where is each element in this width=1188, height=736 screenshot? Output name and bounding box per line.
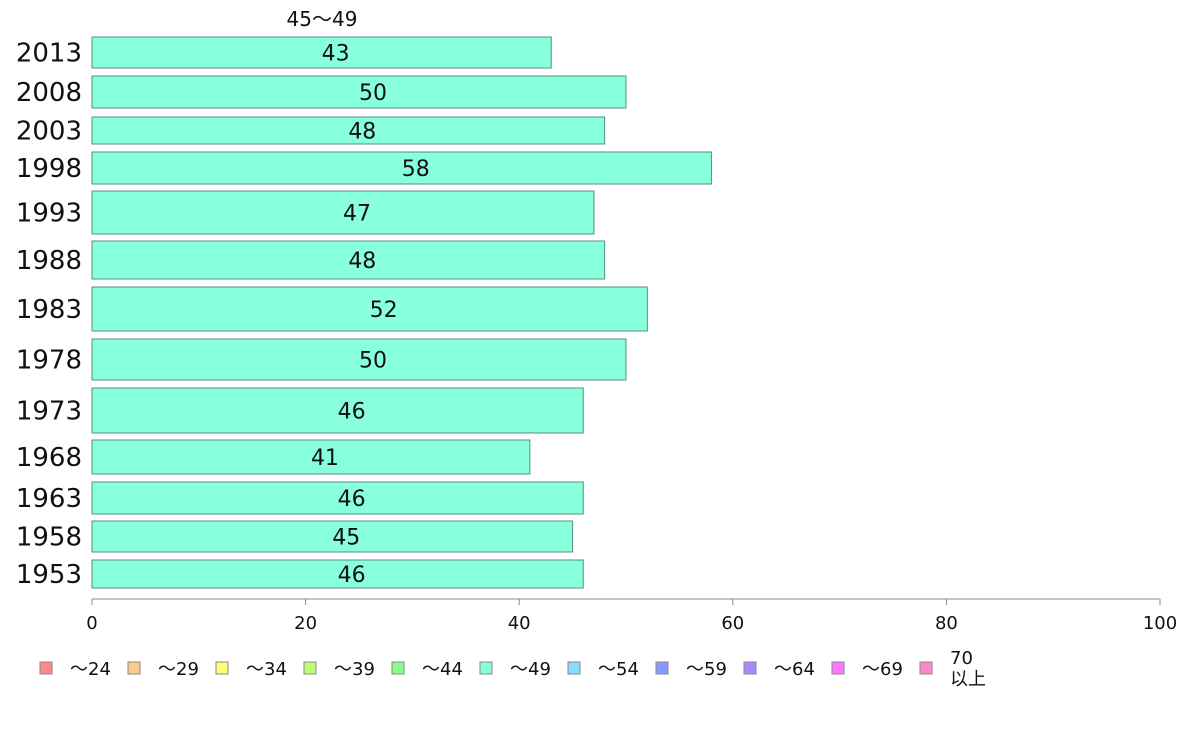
data-label: 48: [348, 120, 376, 145]
legend-swatch: [215, 661, 229, 675]
bars-group: 2013 43 2008 50 2003 48 1998 58 1993 47 1988 48 1983…: [16, 36, 712, 590]
legend-swatch: [127, 661, 141, 675]
category-label: 1953: [16, 560, 82, 590]
legend-item: 〜29: [127, 659, 199, 680]
bar-row: 2013 43: [16, 36, 552, 69]
data-label: 45: [332, 526, 360, 551]
data-label: 58: [402, 157, 430, 182]
x-tick-label: 0: [86, 613, 97, 634]
legend-swatch: [39, 661, 53, 675]
bar: [91, 75, 627, 109]
legend-item: 〜39: [303, 659, 375, 680]
legend-item: 〜49: [479, 659, 551, 680]
legend-label: 〜39: [334, 659, 375, 680]
x-tick-label: 20: [294, 613, 317, 634]
data-label: 47: [343, 202, 371, 227]
bar-row: 1953 46: [16, 559, 584, 590]
legend-swatch: [479, 661, 493, 675]
category-label: 1983: [16, 295, 82, 325]
bar-row: 1998 58: [16, 151, 712, 185]
bar-row: 1988 48: [16, 240, 606, 280]
bar: [91, 520, 574, 553]
bar: [91, 240, 606, 280]
category-label: 1973: [16, 397, 82, 427]
legend-swatch: [391, 661, 405, 675]
bar: [91, 36, 552, 69]
data-label: 50: [359, 81, 387, 106]
legend-label: 〜44: [422, 659, 463, 680]
legend-item: 〜64: [743, 659, 815, 680]
bar-row: 1958 45: [16, 520, 574, 553]
data-label: 48: [348, 249, 376, 274]
legend: 〜24 〜29 〜34 〜39 〜44 〜49 〜54 〜59 〜64 〜69 70 以上: [39, 648, 986, 690]
legend-swatch: [655, 661, 669, 675]
bar: [91, 190, 595, 235]
legend-label: 〜34: [246, 659, 287, 680]
legend-swatch: [831, 661, 845, 675]
legend-label: 〜54: [598, 659, 639, 680]
category-label: 2003: [16, 117, 82, 147]
x-tick-label: 60: [721, 613, 744, 634]
data-label: 46: [338, 400, 366, 425]
legend-item: 〜54: [567, 659, 639, 680]
bar: [91, 387, 584, 434]
legend-label: 〜29: [158, 659, 199, 680]
series-header-label: 45〜49: [287, 7, 358, 31]
x-tick-label: 40: [508, 613, 531, 634]
legend-swatch: [303, 661, 317, 675]
bar-row: 1963 46: [16, 481, 584, 515]
category-label: 1978: [16, 346, 82, 376]
bar-row: 1993 47: [16, 190, 595, 235]
category-label: 1998: [16, 154, 82, 184]
data-label: 43: [322, 42, 350, 67]
legend-item: 〜69: [831, 659, 903, 680]
legend-swatch: [919, 661, 933, 675]
data-label: 50: [359, 349, 387, 374]
data-label: 52: [370, 298, 398, 323]
legend-label: 〜64: [774, 659, 815, 680]
bar-row: 1973 46: [16, 387, 584, 434]
legend-swatch: [743, 661, 757, 675]
bar: [91, 151, 712, 185]
bar-row: 1978 50: [16, 338, 627, 381]
legend-item: 70 以上: [919, 648, 986, 690]
bar: [91, 338, 627, 381]
legend-label: 70 以上: [950, 648, 986, 690]
category-label: 1968: [16, 443, 82, 473]
legend-item: 〜59: [655, 659, 727, 680]
bar: [91, 286, 648, 332]
bar-row: 2008 50: [16, 75, 627, 109]
bar: [91, 559, 584, 589]
bar: [91, 439, 531, 475]
x-tick-label: 100: [1143, 613, 1177, 634]
category-label: 2013: [16, 39, 82, 69]
legend-label: 〜59: [686, 659, 727, 680]
category-label: 1958: [16, 523, 82, 553]
category-label: 1988: [16, 246, 82, 276]
bar-row: 1983 52: [16, 286, 648, 332]
legend-label: 〜24: [70, 659, 111, 680]
legend-item: 〜34: [215, 659, 287, 680]
bar: [91, 481, 584, 515]
bar: [91, 116, 606, 145]
category-label: 1963: [16, 484, 82, 514]
legend-label: 〜49: [510, 659, 551, 680]
data-label: 46: [338, 563, 366, 588]
data-label: 41: [311, 446, 339, 471]
x-tick-label: 80: [935, 613, 958, 634]
legend-swatch: [567, 661, 581, 675]
bar-row: 2003 48: [16, 116, 606, 147]
legend-item: 〜24: [39, 659, 111, 680]
data-label: 46: [338, 487, 366, 512]
x-axis: 0 20 40 60 80 100: [86, 598, 1177, 634]
category-label: 2008: [16, 78, 82, 108]
category-label: 1993: [16, 199, 82, 229]
legend-item: 〜44: [391, 659, 463, 680]
legend-label: 〜69: [862, 659, 903, 680]
bar-row: 1968 41: [16, 439, 531, 475]
